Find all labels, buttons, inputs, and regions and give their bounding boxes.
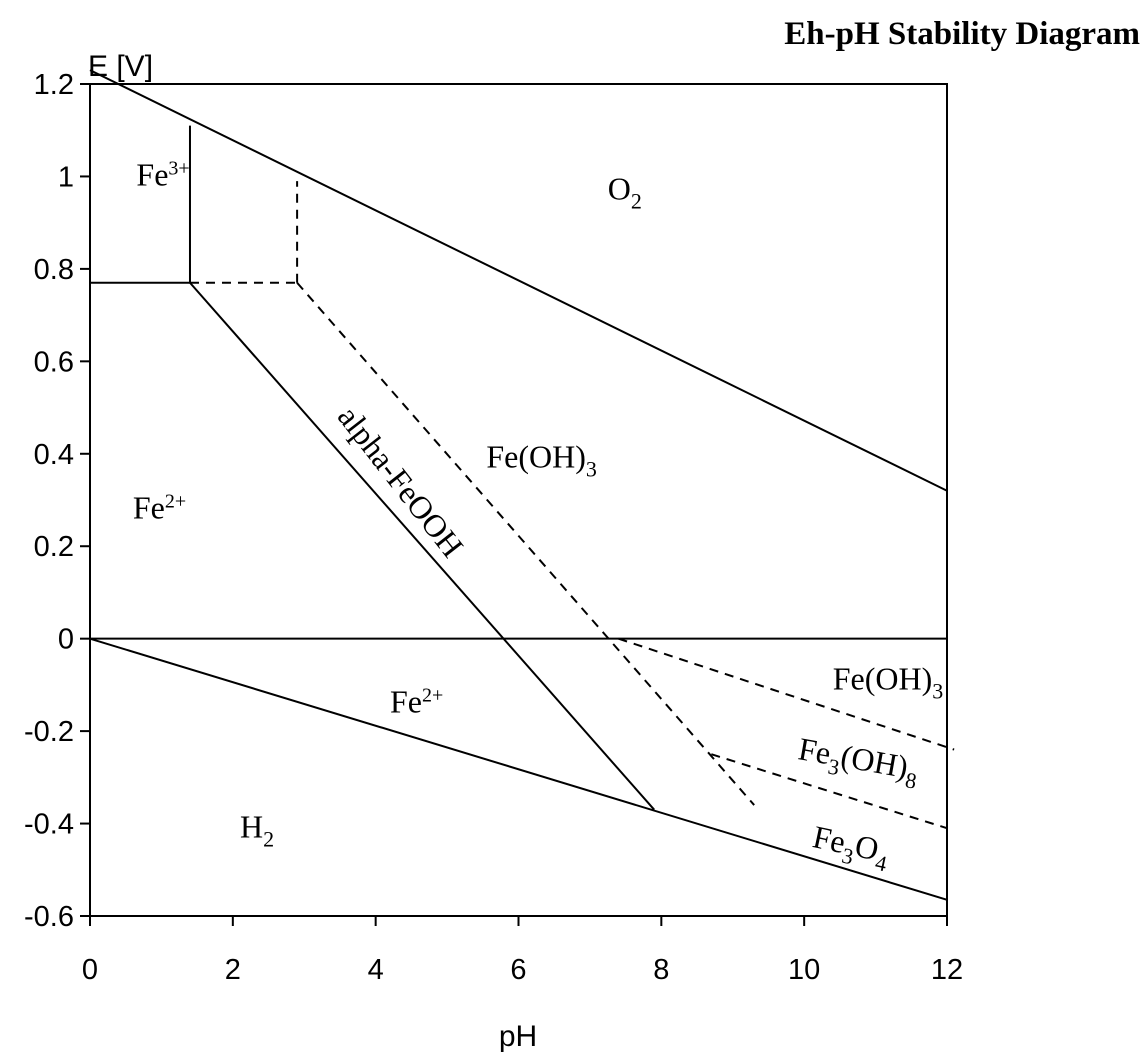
- x-tick-label: 12: [931, 954, 963, 986]
- axis-ticks: 0 2 4 6 8 10 12 1.2 1 0.8 0.6 0.4 0.2 0 -0.2 -0.4 -0.6: [24, 69, 963, 986]
- chart-title: Eh-pH Stability Diagram: [784, 16, 1140, 52]
- x-axis-title: pH: [499, 1020, 537, 1052]
- y-tick-label: 0: [58, 624, 74, 656]
- x-tick-label: 0: [82, 954, 98, 986]
- solid-boundary-line: [89, 69, 948, 492]
- region-label: alpha-FeOOH: [331, 399, 471, 564]
- y-tick-label: 1.2: [34, 69, 74, 101]
- boundary-lines: [89, 69, 955, 901]
- region-label: Fe2+: [390, 684, 443, 720]
- region-label: O2: [608, 171, 642, 214]
- region-label: Fe(OH)3: [486, 439, 597, 482]
- x-tick-label: 10: [788, 954, 820, 986]
- x-tick-label: 2: [225, 954, 241, 986]
- region-label: Fe2+: [133, 489, 186, 525]
- x-tick-label: 8: [653, 954, 669, 986]
- region-label: Fe3O4: [808, 818, 892, 876]
- dashed-boundary-line: [296, 282, 755, 806]
- region-label: Fe3(OH)8: [795, 730, 922, 793]
- y-tick-label: -0.2: [24, 716, 74, 748]
- y-tick-label: 0.6: [34, 346, 74, 378]
- region-label: H2: [240, 808, 274, 851]
- region-labels: Fe3+ O2 Fe2+ Fe(OH)3 Fe2+ Fe(OH)3 Fe3(OH)8 Fe3O…: [133, 157, 943, 877]
- y-tick-label: -0.6: [24, 901, 74, 933]
- y-tick-label: 0.8: [34, 254, 74, 286]
- y-tick-label: -0.4: [24, 809, 74, 841]
- y-axis-title: E [V]: [88, 50, 153, 83]
- x-tick-label: 6: [510, 954, 526, 986]
- y-tick-label: 0.4: [34, 439, 74, 471]
- region-label: Fe3+: [136, 157, 189, 193]
- dashed-boundary-line: [618, 637, 955, 751]
- plot-frame: [89, 83, 948, 917]
- solid-boundary-line: [189, 282, 655, 811]
- region-label: Fe(OH)3: [833, 661, 944, 704]
- x-tick-label: 4: [368, 954, 384, 986]
- y-tick-label: 1: [58, 161, 74, 193]
- solid-boundary-line: [89, 637, 948, 901]
- y-tick-label: 0.2: [34, 531, 74, 563]
